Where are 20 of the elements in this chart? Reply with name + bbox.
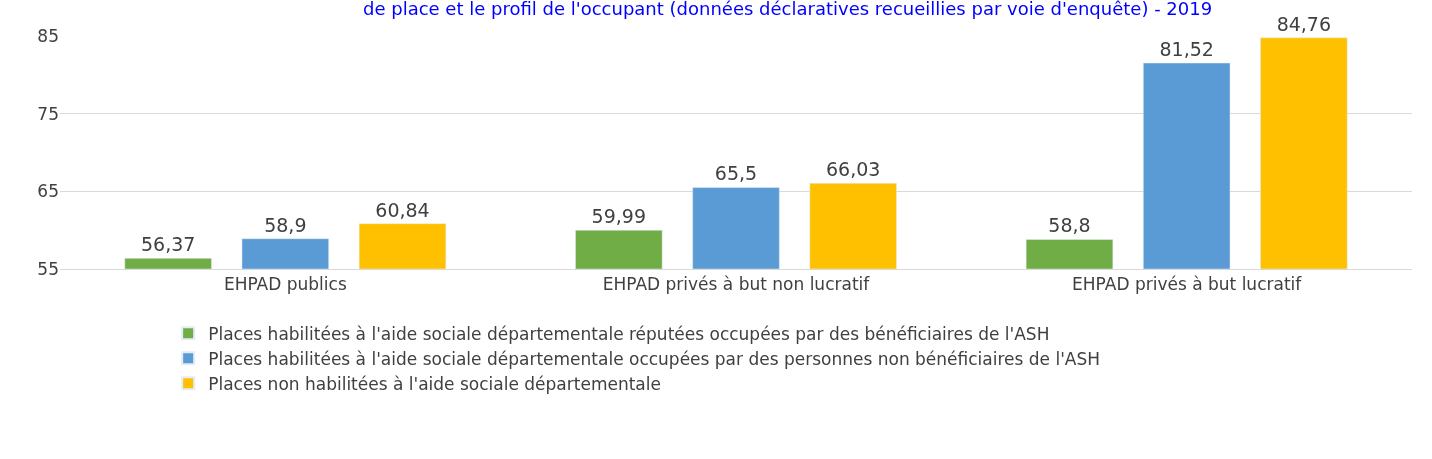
x-tick-label: EHPAD privés à but non lucratif [602,274,871,295]
legend-label: Places habilitées à l'aide sociale départementale réputées occupées par des bénéficiaires de l'ASH [208,323,1050,344]
y-tick-label: 55 [37,258,59,279]
data-label: 81,52 [1159,38,1214,61]
x-tick-label: EHPAD privés à but lucratif [1072,274,1303,295]
data-label: 60,84 [375,198,430,221]
x-tick-label: EHPAD publics [223,274,347,295]
data-label: 56,37 [140,233,196,256]
data-label: 65,5 [714,162,758,185]
data-label: 58,8 [1048,214,1091,237]
data-label: 66,03 [825,158,881,181]
data-label: 58,9 [264,213,307,236]
y-tick-label: 65 [37,181,59,202]
y-tick-label: 75 [37,103,59,124]
legend-label: Places non habilitées à l'aide sociale départementale [208,373,661,394]
data-label: 84,76 [1276,12,1332,35]
legend-label: Places habilitées à l'aide sociale départementale occupées par des personnes non bénéficiaires de l'ASH [208,348,1101,369]
chart-title: de place et le profil de l'occupant (données déclaratives recueillies par voie d'enquête) - 2019 [363,0,1213,19]
y-tick-label: 85 [37,25,59,46]
data-label: 59,99 [591,205,647,228]
